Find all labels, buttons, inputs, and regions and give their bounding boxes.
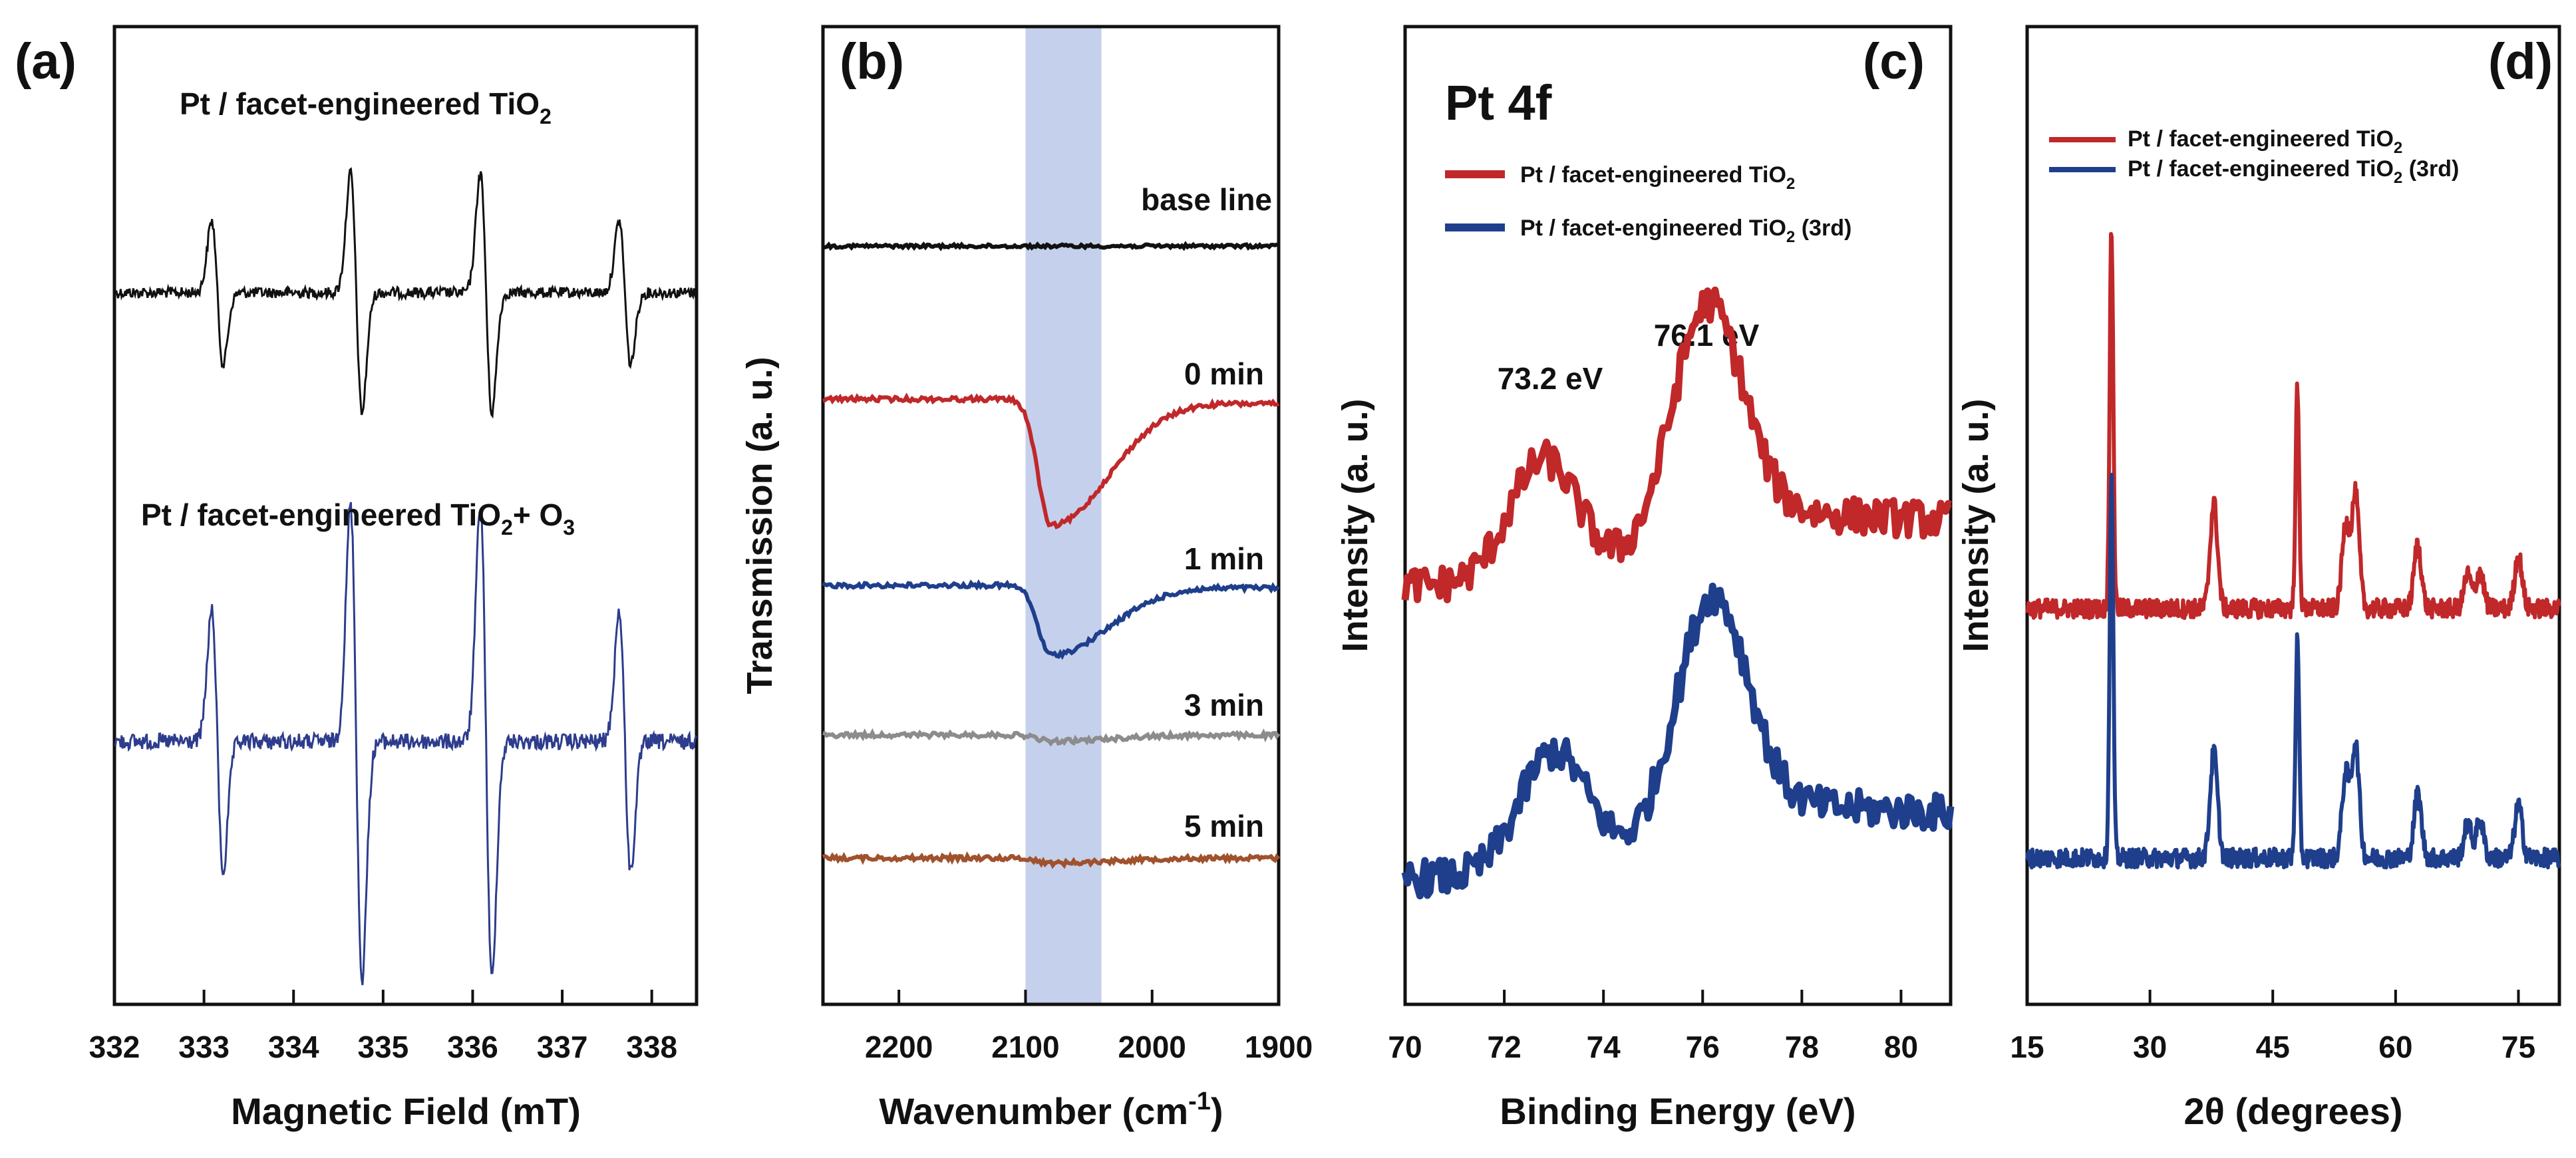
- panel-b-ylabel: Transmission (a. u.): [740, 357, 780, 694]
- panel-c-xlabel: Binding Energy (eV): [1500, 1090, 1855, 1132]
- panel-b-series-0min-line: [822, 392, 1280, 529]
- panel-a-tick-label-335: 335: [357, 1030, 408, 1064]
- panel-d-legend-text-2: Pt / facet-engineered TiO2 (3rd): [2128, 156, 2459, 187]
- panel-d-ylabel: Intensity (a. u.): [1956, 398, 1996, 652]
- panel-c-tick-label-76: 76: [1686, 1030, 1720, 1064]
- panel-d-tick-labels: 15 30 45 60 75: [2010, 1030, 2535, 1064]
- panel-b-series-3min-line: [822, 728, 1281, 747]
- panel-b-series-1min-line: [822, 579, 1280, 660]
- panel-c-legend-1-sub: 2: [1786, 175, 1795, 193]
- panel-a-series-2-label: Pt / facet-engineered TiO2+ O3: [141, 498, 575, 539]
- panel-c-tick-labels: 70 72 74 76 78 80: [1388, 1030, 1918, 1064]
- panel-c-legend-1-main: Pt / facet-engineered TiO: [1520, 162, 1786, 188]
- panel-c-series-2-line: [1401, 582, 1955, 900]
- panel-b-tick-label-2000: 2000: [1118, 1030, 1186, 1064]
- panel-a-series-1-line: [114, 167, 698, 419]
- panel-a-s1-label-sub: 2: [540, 104, 552, 128]
- panel-a-frame: [112, 25, 699, 1006]
- panel-d-legend-text-1: Pt / facet-engineered TiO2: [2128, 126, 2402, 157]
- panel-a-series-1-label: Pt / facet-engineered TiO2: [180, 86, 552, 128]
- panel-d-legend-2-tail: (3rd): [2402, 156, 2459, 182]
- panel-a-tick-label-334: 334: [268, 1030, 319, 1064]
- panel-a-s2-label-tail: + O: [513, 498, 563, 532]
- panel-c-legend-2-tail: (3rd): [1795, 216, 1852, 241]
- panel-a-tick-label-333: 333: [178, 1030, 230, 1064]
- panel-c-title: Pt 4f: [1445, 75, 1552, 130]
- panel-b-tick-labels: 2200 2100 2000 1900: [865, 1030, 1313, 1064]
- panel-a-tick-label-336: 336: [447, 1030, 498, 1064]
- panel-a-xlabel: Magnetic Field (mT): [231, 1090, 581, 1132]
- panel-d-tick-label-75: 75: [2501, 1030, 2535, 1064]
- panel-c-ticks: [1404, 990, 1903, 1004]
- panel-c-legend-2-sub: 2: [1786, 228, 1795, 246]
- panel-c-legend-2-main: Pt / facet-engineered TiO: [1520, 216, 1786, 241]
- panel-b-xlabel-sup: -1: [1188, 1087, 1211, 1115]
- panel-c-tick-label-74: 74: [1587, 1030, 1621, 1064]
- panel-b-series-baseline-line: [822, 241, 1279, 251]
- panel-d-tick-label-60: 60: [2378, 1030, 2412, 1064]
- panel-d-legend-1-sub: 2: [2394, 139, 2402, 157]
- panel-d-legend-2-sub: 2: [2394, 169, 2402, 187]
- panel-c-label: (c): [1863, 33, 1925, 90]
- panel-b-ticks: [897, 990, 1280, 1004]
- panel-d-ticks: [2026, 990, 2520, 1004]
- panel-b-xlabel: Wavenumber (cm-1): [879, 1087, 1223, 1132]
- panel-d-tick-label-30: 30: [2133, 1030, 2167, 1064]
- panel-b-label-5min: 5 min: [1184, 809, 1264, 843]
- panel-a-tick-label-337: 337: [537, 1030, 588, 1064]
- panel-a-ticks: [113, 990, 653, 1004]
- panel-b-label-baseline: base line: [1141, 182, 1272, 217]
- panel-a-s2-label-sub: 2: [501, 515, 513, 539]
- panel-b-label-3min: 3 min: [1184, 688, 1264, 722]
- panel-a-tick-label-338: 338: [626, 1030, 677, 1064]
- panel-d-legend-1-main: Pt / facet-engineered TiO: [2128, 126, 2394, 152]
- panel-c-series-1-line: [1401, 286, 1952, 604]
- panel-b-label: (b): [840, 33, 904, 90]
- panel-a-s2-label-main: Pt / facet-engineered TiO: [141, 498, 501, 532]
- panel-b-label-0min: 0 min: [1184, 357, 1264, 391]
- panel-c-legend-text-1: Pt / facet-engineered TiO2: [1520, 162, 1795, 193]
- panel-b-tick-label-1900: 1900: [1245, 1030, 1313, 1064]
- panel-c-tick-label-70: 70: [1388, 1030, 1422, 1064]
- panel-c-frame: [1403, 25, 1953, 1006]
- panel-b-label-1min: 1 min: [1184, 541, 1264, 576]
- panel-d-label: (d): [2488, 33, 2553, 90]
- panel-a-tick-labels: 332 333 334 335 336 337 338: [89, 1030, 677, 1064]
- panel-a: (a) 332 333 334 335 336 337 338 Pt / facet-eng…: [15, 25, 699, 1132]
- panel-a-s1-label-main: Pt / facet-engineered TiO: [180, 86, 540, 121]
- panel-c-legend-text-2: Pt / facet-engineered TiO2 (3rd): [1520, 216, 1852, 246]
- panel-d: (d) Pt / facet-engineered TiO2 Pt / face…: [1956, 25, 2561, 1132]
- panel-b-highlight-band: [1025, 27, 1102, 1004]
- panel-a-label: (a): [15, 33, 77, 90]
- panel-d-series-1-line: [2025, 231, 2561, 621]
- panel-b-series-5min-line: [822, 851, 1281, 869]
- panel-d-frame: [2025, 25, 2561, 1006]
- panel-d-legend-2-main: Pt / facet-engineered TiO: [2128, 156, 2394, 182]
- panel-d-tick-label-15: 15: [2010, 1030, 2044, 1064]
- panel-d-series-2-line: [2025, 472, 2561, 870]
- panel-d-tick-label-45: 45: [2256, 1030, 2290, 1064]
- panel-c-tick-label-80: 80: [1884, 1030, 1918, 1064]
- panel-b-xlabel-tail: ): [1211, 1090, 1223, 1132]
- panel-a-s2-label-tail-sub: 3: [563, 515, 575, 539]
- panel-b-tick-label-2100: 2100: [991, 1030, 1059, 1064]
- panel-c-tick-label-72: 72: [1488, 1030, 1522, 1064]
- panel-c-annotation-2: 76.1 eV: [1654, 318, 1760, 353]
- panel-b-xlabel-main: Wavenumber (cm: [879, 1090, 1188, 1132]
- panel-d-xlabel: 2θ (degrees): [2183, 1090, 2402, 1132]
- panel-c-tick-label-78: 78: [1785, 1030, 1819, 1064]
- panel-b-tick-label-2200: 2200: [865, 1030, 933, 1064]
- panel-c: (c) Pt 4f Pt / facet-engineered TiO2 Pt …: [1335, 25, 1955, 1132]
- panel-b: (b) 2200 2100 2000 1900 base line 0 min 1 m…: [740, 25, 1313, 1132]
- panel-a-series-2-line: [114, 502, 697, 986]
- panel-c-annotation-1: 73.2 eV: [1498, 361, 1603, 396]
- panel-c-ylabel: Intensity (a. u.): [1335, 398, 1375, 652]
- panel-b-frame: [821, 25, 1281, 1006]
- panel-a-tick-label-332: 332: [89, 1030, 140, 1064]
